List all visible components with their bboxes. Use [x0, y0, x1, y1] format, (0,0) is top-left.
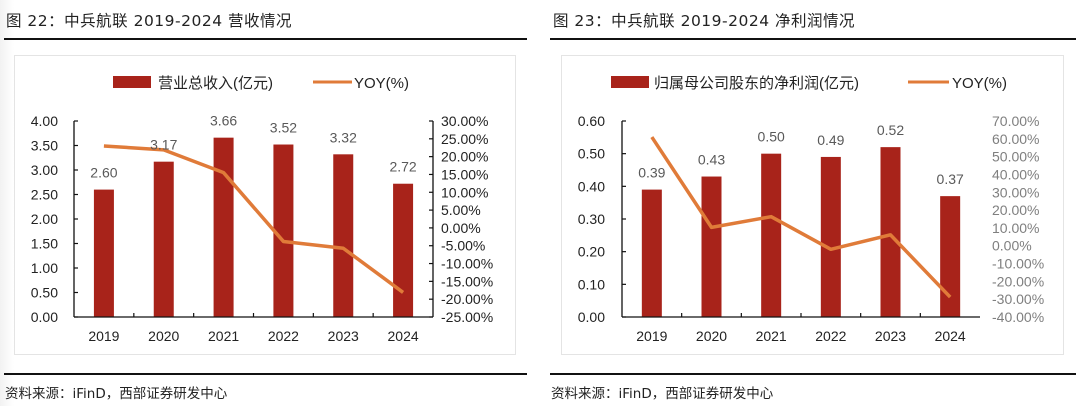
c1-left-tick-label: 3.50 — [31, 138, 58, 154]
c1-bar-label-2021: 3.66 — [210, 113, 237, 129]
c1-x-tick-label-2021: 2021 — [208, 328, 239, 344]
figure-22-title: 图 22：中兵航联 2019-2024 营收情况 — [6, 12, 292, 30]
c2-left-tick-label: 0.00 — [578, 309, 605, 325]
c1-x-tick-label-2024: 2024 — [388, 328, 419, 344]
c2-bar-label-2020: 0.43 — [698, 152, 725, 168]
figure-22-bottom-rule — [4, 373, 527, 375]
c1-left-tick-label: 2.00 — [31, 211, 58, 227]
c2-left-tick-label: 0.40 — [578, 178, 605, 194]
c2-left-tick-label: 0.30 — [578, 211, 605, 227]
c2-x-tick-label-2022: 2022 — [815, 328, 846, 344]
figure-23-top-rule — [550, 38, 1076, 40]
c1-left-tick-label: 3.00 — [31, 162, 58, 178]
c2-left-tick-label: 0.60 — [578, 113, 605, 129]
c1-left-tick-label: 1.00 — [31, 260, 58, 276]
c1-right-tick-label: 30.00% — [441, 113, 488, 129]
c1-yoy-line — [103, 144, 405, 294]
c2-bar-label-2019: 0.39 — [638, 165, 665, 181]
c1-bar-label-2020: 3.17 — [150, 137, 177, 153]
c2-bar-label-2021: 0.50 — [758, 129, 785, 145]
c1-right-tick-label: -25.00% — [441, 309, 493, 325]
figure-23-title: 图 23：中兵航联 2019-2024 净利润情况 — [553, 12, 855, 30]
c2-x-tick-label-2019: 2019 — [636, 328, 667, 344]
c2-legend-line-label: YOY(%) — [952, 75, 1007, 92]
c1-right-tick-label: -5.00% — [441, 238, 485, 254]
c1-legend-line-label: YOY(%) — [354, 75, 409, 92]
c1-right-tick-label: 25.00% — [441, 131, 488, 147]
c1-right-tick-label: -15.00% — [441, 273, 493, 289]
c1-x-tick-label-2023: 2023 — [328, 328, 359, 344]
c2-left-tick-label: 0.50 — [578, 146, 605, 162]
c1-left-tick-label: 2.50 — [31, 187, 58, 203]
c2-left-tick-label: 0.10 — [578, 276, 605, 292]
c1-bar-2019 — [93, 189, 114, 317]
c2-right-tick-label: 0.00% — [992, 238, 1032, 254]
c2-bar-label-2022: 0.49 — [817, 132, 844, 148]
c1-right-tick-label: 15.00% — [441, 166, 488, 182]
c1-right-tick-label: 20.00% — [441, 149, 488, 165]
c2-x-tick-label-2023: 2023 — [875, 328, 906, 344]
c2-legend-bar-swatch — [611, 76, 649, 88]
c2-right-tick-label: -20.00% — [992, 273, 1044, 289]
c1-bar-2021 — [213, 137, 234, 317]
c1-bar-2022 — [273, 144, 294, 317]
c2-legend-bar-label: 归属母公司股东的净利润(亿元) — [654, 75, 859, 92]
c1-right-tick-label: 5.00% — [441, 202, 481, 218]
c2-right-tick-label: 30.00% — [992, 184, 1039, 200]
c2-right-tick-label: 20.00% — [992, 202, 1039, 218]
c1-bar-label-2023: 3.32 — [330, 129, 357, 145]
c2-bar-2024 — [940, 196, 961, 317]
c1-right-tick-label: 0.00% — [441, 220, 481, 236]
c1-bar-label-2019: 2.60 — [90, 165, 117, 181]
c2-right-tick-label: -30.00% — [992, 291, 1044, 307]
c2-right-tick-label: 60.00% — [992, 131, 1039, 147]
c1-left-tick-label: 0.00 — [31, 309, 58, 325]
c1-bar-label-2024: 2.72 — [389, 159, 416, 175]
c2-yoy-line — [650, 136, 952, 299]
c1-legend-bar-swatch — [113, 76, 151, 88]
c2-right-tick-label: 40.00% — [992, 166, 1039, 182]
c1-left-tick-label: 1.50 — [31, 236, 58, 252]
figure-22-source: 资料来源：iFinD，西部证券研发中心 — [5, 386, 228, 402]
c1-right-tick-label: 10.00% — [441, 184, 488, 200]
figure-23-bottom-rule — [550, 373, 1076, 375]
c2-bar-label-2023: 0.52 — [877, 122, 904, 138]
c2-bar-2023 — [880, 147, 901, 317]
c1-left-tick-label: 4.00 — [31, 113, 58, 129]
c1-bar-2024 — [393, 183, 414, 317]
c2-left-tick-label: 0.20 — [578, 244, 605, 260]
c2-x-tick-label-2021: 2021 — [756, 328, 787, 344]
c2-right-tick-label: 10.00% — [992, 220, 1039, 236]
figure-22-top-rule — [4, 38, 527, 40]
c2-right-tick-label: 70.00% — [992, 113, 1039, 129]
c1-bar-label-2022: 3.52 — [270, 120, 297, 136]
c1-x-tick-label-2019: 2019 — [88, 328, 119, 344]
c2-bar-2021 — [761, 153, 782, 317]
c1-legend-bar-label: 营业总收入(亿元) — [158, 75, 273, 92]
c1-bar-2023 — [333, 154, 354, 317]
c2-x-tick-label-2020: 2020 — [696, 328, 727, 344]
c1-bar-2020 — [153, 161, 174, 317]
c1-right-tick-label: -10.00% — [441, 256, 493, 272]
c2-right-tick-label: -40.00% — [992, 309, 1044, 325]
c2-bar-label-2024: 0.37 — [937, 171, 964, 187]
c2-bar-2019 — [641, 189, 662, 317]
c2-right-tick-label: 50.00% — [992, 149, 1039, 165]
c2-right-tick-label: -10.00% — [992, 256, 1044, 272]
c1-right-tick-label: -20.00% — [441, 291, 493, 307]
c1-x-tick-label-2020: 2020 — [148, 328, 179, 344]
c2-x-tick-label-2024: 2024 — [935, 328, 966, 344]
c1-left-tick-label: 0.50 — [31, 285, 58, 301]
c2-bar-2022 — [820, 156, 841, 317]
figure-23-source: 资料来源：iFinD，西部证券研发中心 — [551, 386, 774, 402]
c1-x-tick-label-2022: 2022 — [268, 328, 299, 344]
c2-bar-2020 — [701, 176, 722, 317]
